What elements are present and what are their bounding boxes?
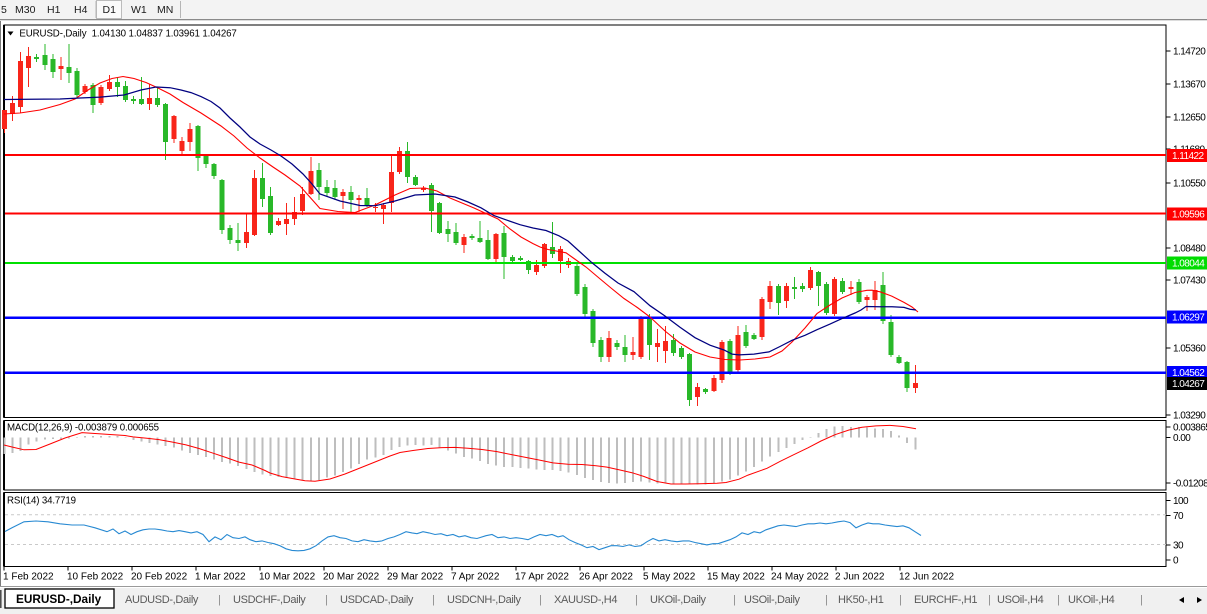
svg-text:70: 70 — [1173, 511, 1184, 522]
svg-text:|: | — [218, 594, 221, 606]
svg-text:1 Feb 2022: 1 Feb 2022 — [3, 572, 54, 583]
svg-text:5 May 2022: 5 May 2022 — [643, 572, 696, 583]
svg-text:EURUSD-,Daily 1.04130 1.04837: EURUSD-,Daily 1.04130 1.04837 1.03961 1.… — [19, 29, 236, 40]
svg-text:20 Feb 2022: 20 Feb 2022 — [131, 572, 188, 583]
svg-text:1.04562: 1.04562 — [1172, 368, 1205, 379]
svg-text:D1: D1 — [103, 4, 117, 16]
svg-text:|: | — [1140, 594, 1143, 606]
svg-text:15 May 2022: 15 May 2022 — [707, 572, 765, 583]
svg-text:1.06297: 1.06297 — [1172, 313, 1205, 324]
svg-text:1.05360: 1.05360 — [1173, 344, 1206, 355]
svg-text:20 Mar 2022: 20 Mar 2022 — [323, 572, 380, 583]
svg-text:M30: M30 — [15, 4, 36, 16]
svg-text:0.00: 0.00 — [1173, 433, 1191, 444]
svg-text:USDCNH-,Daily: USDCNH-,Daily — [447, 594, 522, 606]
svg-text:1.08480: 1.08480 — [1173, 244, 1206, 255]
svg-text:H1: H1 — [47, 4, 61, 16]
svg-text:USDCAD-,Daily: USDCAD-,Daily — [340, 594, 414, 606]
svg-text:1.12650: 1.12650 — [1173, 113, 1206, 124]
svg-text:1.04267: 1.04267 — [1172, 379, 1205, 390]
svg-text:7 Apr 2022: 7 Apr 2022 — [451, 572, 500, 583]
svg-text:1.13670: 1.13670 — [1173, 80, 1206, 91]
svg-text:|: | — [1057, 594, 1060, 606]
svg-text:USOil-,Daily: USOil-,Daily — [744, 594, 801, 606]
svg-text:|: | — [825, 594, 828, 606]
svg-text:0: 0 — [1173, 556, 1179, 567]
svg-text:USOil-,H4: USOil-,H4 — [997, 594, 1044, 606]
svg-text:|: | — [733, 594, 736, 606]
svg-text:|: | — [635, 594, 638, 606]
svg-text:RSI(14) 34.7719: RSI(14) 34.7719 — [7, 496, 76, 507]
svg-text:30: 30 — [1173, 541, 1184, 552]
svg-text:1.08044: 1.08044 — [1172, 259, 1205, 270]
svg-text:17 Apr 2022: 17 Apr 2022 — [515, 572, 569, 583]
svg-text:1.07430: 1.07430 — [1173, 276, 1206, 287]
svg-text:12 Jun 2022: 12 Jun 2022 — [899, 572, 954, 583]
svg-text:MACD(12,26,9) -0.003879 0.0006: MACD(12,26,9) -0.003879 0.000655 — [7, 423, 159, 434]
svg-text:10 Feb 2022: 10 Feb 2022 — [67, 572, 124, 583]
svg-text:1.11422: 1.11422 — [1172, 151, 1205, 162]
svg-text:EURCHF-,H1: EURCHF-,H1 — [914, 594, 977, 606]
svg-text:XAUUSD-,H4: XAUUSD-,H4 — [554, 594, 617, 606]
svg-text:W1: W1 — [131, 4, 147, 16]
svg-text:26 Apr 2022: 26 Apr 2022 — [579, 572, 633, 583]
svg-text:EURUSD-,Daily: EURUSD-,Daily — [16, 592, 102, 606]
svg-text:AUDUSD-,Daily: AUDUSD-,Daily — [125, 594, 199, 606]
svg-text:H4: H4 — [74, 4, 88, 16]
svg-text:|: | — [432, 594, 435, 606]
svg-text:5: 5 — [1, 4, 7, 16]
svg-text:0.003865: 0.003865 — [1173, 423, 1207, 434]
svg-text:2 Jun 2022: 2 Jun 2022 — [835, 572, 885, 583]
svg-text:|: | — [539, 594, 542, 606]
svg-text:HK50-,H1: HK50-,H1 — [838, 594, 884, 606]
svg-text:1.14720: 1.14720 — [1173, 47, 1206, 58]
svg-text:UKOil-,Daily: UKOil-,Daily — [650, 594, 707, 606]
svg-text:UKOil-,H4: UKOil-,H4 — [1068, 594, 1115, 606]
svg-text:|: | — [325, 594, 328, 606]
svg-text:1.03290: 1.03290 — [1173, 411, 1206, 422]
svg-text:|: | — [988, 594, 991, 606]
svg-text:10 Mar 2022: 10 Mar 2022 — [259, 572, 316, 583]
svg-text:|: | — [899, 594, 902, 606]
svg-text:1.09596: 1.09596 — [1172, 210, 1205, 221]
svg-text:USDCHF-,Daily: USDCHF-,Daily — [233, 594, 306, 606]
svg-text:100: 100 — [1173, 496, 1189, 507]
svg-text:29 Mar 2022: 29 Mar 2022 — [387, 572, 444, 583]
svg-text:1.10550: 1.10550 — [1173, 179, 1206, 190]
svg-text:-0.01208: -0.01208 — [1173, 479, 1207, 490]
svg-text:1 Mar 2022: 1 Mar 2022 — [195, 572, 246, 583]
svg-text:MN: MN — [157, 4, 173, 16]
svg-text:24 May 2022: 24 May 2022 — [771, 572, 829, 583]
